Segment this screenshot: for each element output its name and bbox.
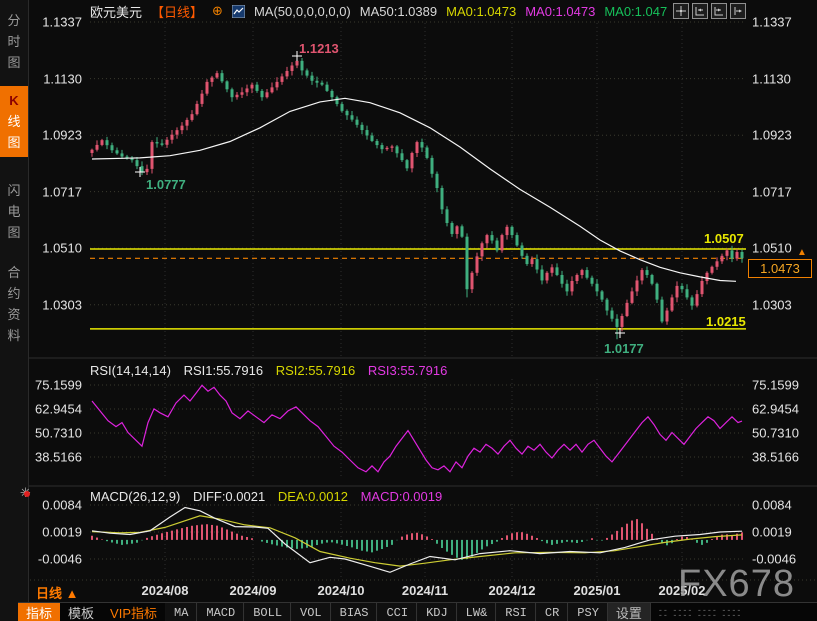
- toolbar-item-模板[interactable]: 模板: [68, 606, 95, 621]
- ma0-green-value: MA0:1.047: [604, 3, 668, 19]
- sidebar-item-char: 料: [7, 328, 21, 343]
- pan-right-icon[interactable]: [730, 3, 746, 19]
- date-label: 2025/02: [658, 583, 706, 598]
- sidebar-item-1[interactable]: 分 时 图: [0, 6, 28, 77]
- add-indicator-icon[interactable]: ⊕: [212, 3, 223, 18]
- scale-left-icon[interactable]: [692, 3, 708, 19]
- sidebar-item-char: 合: [7, 265, 21, 280]
- top-bar: 欧元美元 【日线】 ⊕ MA(50,0,0,0,0,0) MA50:1.0389…: [28, 0, 817, 22]
- toolbar-item-设置[interactable]: 设置: [607, 603, 651, 621]
- symbol-title: 欧元美元: [90, 4, 143, 20]
- sidebar-item-char: 电: [7, 204, 21, 219]
- sidebar-item-char: K: [9, 93, 19, 108]
- x-axis: 日线 ▲ 2024/08 2024/09 2024/10 2024/11 2024/12…: [0, 582, 817, 601]
- scale-right-icon[interactable]: [711, 3, 727, 19]
- ma0-magenta-value: MA0:1.0473: [525, 3, 596, 19]
- chart-thumbnail-icon[interactable]: [231, 4, 245, 18]
- watermark: FX678: [678, 563, 795, 605]
- toolbar-item-cci[interactable]: CCI: [377, 603, 418, 621]
- period-selector[interactable]: 日线 ▲: [36, 586, 79, 601]
- sidebar-item-char: 线: [7, 114, 21, 129]
- sidebar-item-2[interactable]: K 线 图: [0, 86, 28, 157]
- toolbar-item-cr[interactable]: CR: [535, 603, 569, 621]
- sidebar-item-char: 图: [7, 225, 21, 240]
- toolbar-item-vip指标[interactable]: VIP指标: [110, 606, 157, 621]
- ma50-value: MA50:1.0389: [359, 3, 438, 19]
- indicator-toolbar: 指标 模板 VIP指标 MA MACD BOLL VOL BIAS CCI KDJ LW& RSI CR…: [18, 602, 817, 621]
- date-label: 2024/08: [141, 583, 189, 598]
- sidebar-item-char: 资: [7, 307, 21, 322]
- sidebar-item-3[interactable]: 闪 电 图: [0, 176, 28, 247]
- toolbar-item-lw&[interactable]: LW&: [456, 603, 497, 621]
- date-label: 2025/01: [573, 583, 621, 598]
- toolbar-grip-dashes: -- ---- ---- ---- -- ---- ---- ----: [658, 604, 743, 620]
- sidebar-item-char: 图: [7, 55, 21, 70]
- date-label: 2024/10: [317, 583, 365, 598]
- toolbar-item-boll[interactable]: BOLL: [244, 603, 292, 621]
- toolbar-item-rsi[interactable]: RSI: [496, 603, 536, 621]
- date-label: 2024/09: [229, 583, 277, 598]
- toolbar-item-bias[interactable]: BIAS: [330, 603, 378, 621]
- ma0-yellow-value: MA0:1.0473: [446, 3, 517, 19]
- toolbar-item-ma[interactable]: MA: [165, 603, 198, 621]
- chart-toolbar-icons: [673, 3, 746, 19]
- date-label: 2024/11: [401, 583, 449, 598]
- ma-settings-label: MA(50,0,0,0,0,0): [253, 3, 351, 19]
- sidebar-item-char: 时: [7, 34, 21, 49]
- toolbar-item-vol[interactable]: VOL: [291, 603, 331, 621]
- toolbar-item-psy[interactable]: PSY: [568, 603, 608, 621]
- toolbar-item-指标[interactable]: 指标: [18, 603, 61, 621]
- toolbar-item-macd[interactable]: MACD: [197, 603, 245, 621]
- date-label: 2024/12: [488, 583, 536, 598]
- toolbar-item-kdj[interactable]: KDJ: [417, 603, 457, 621]
- sidebar-item-4[interactable]: 合 约 资 料: [0, 258, 28, 350]
- sidebar-item-char: 图: [7, 135, 21, 150]
- period-tag: 【日线】: [151, 4, 204, 20]
- sidebar-item-char: 分: [7, 13, 21, 28]
- sidebar-item-char: 闪: [7, 183, 21, 198]
- crosshair-tool-icon[interactable]: [673, 3, 689, 19]
- sidebar-item-char: 约: [7, 286, 21, 301]
